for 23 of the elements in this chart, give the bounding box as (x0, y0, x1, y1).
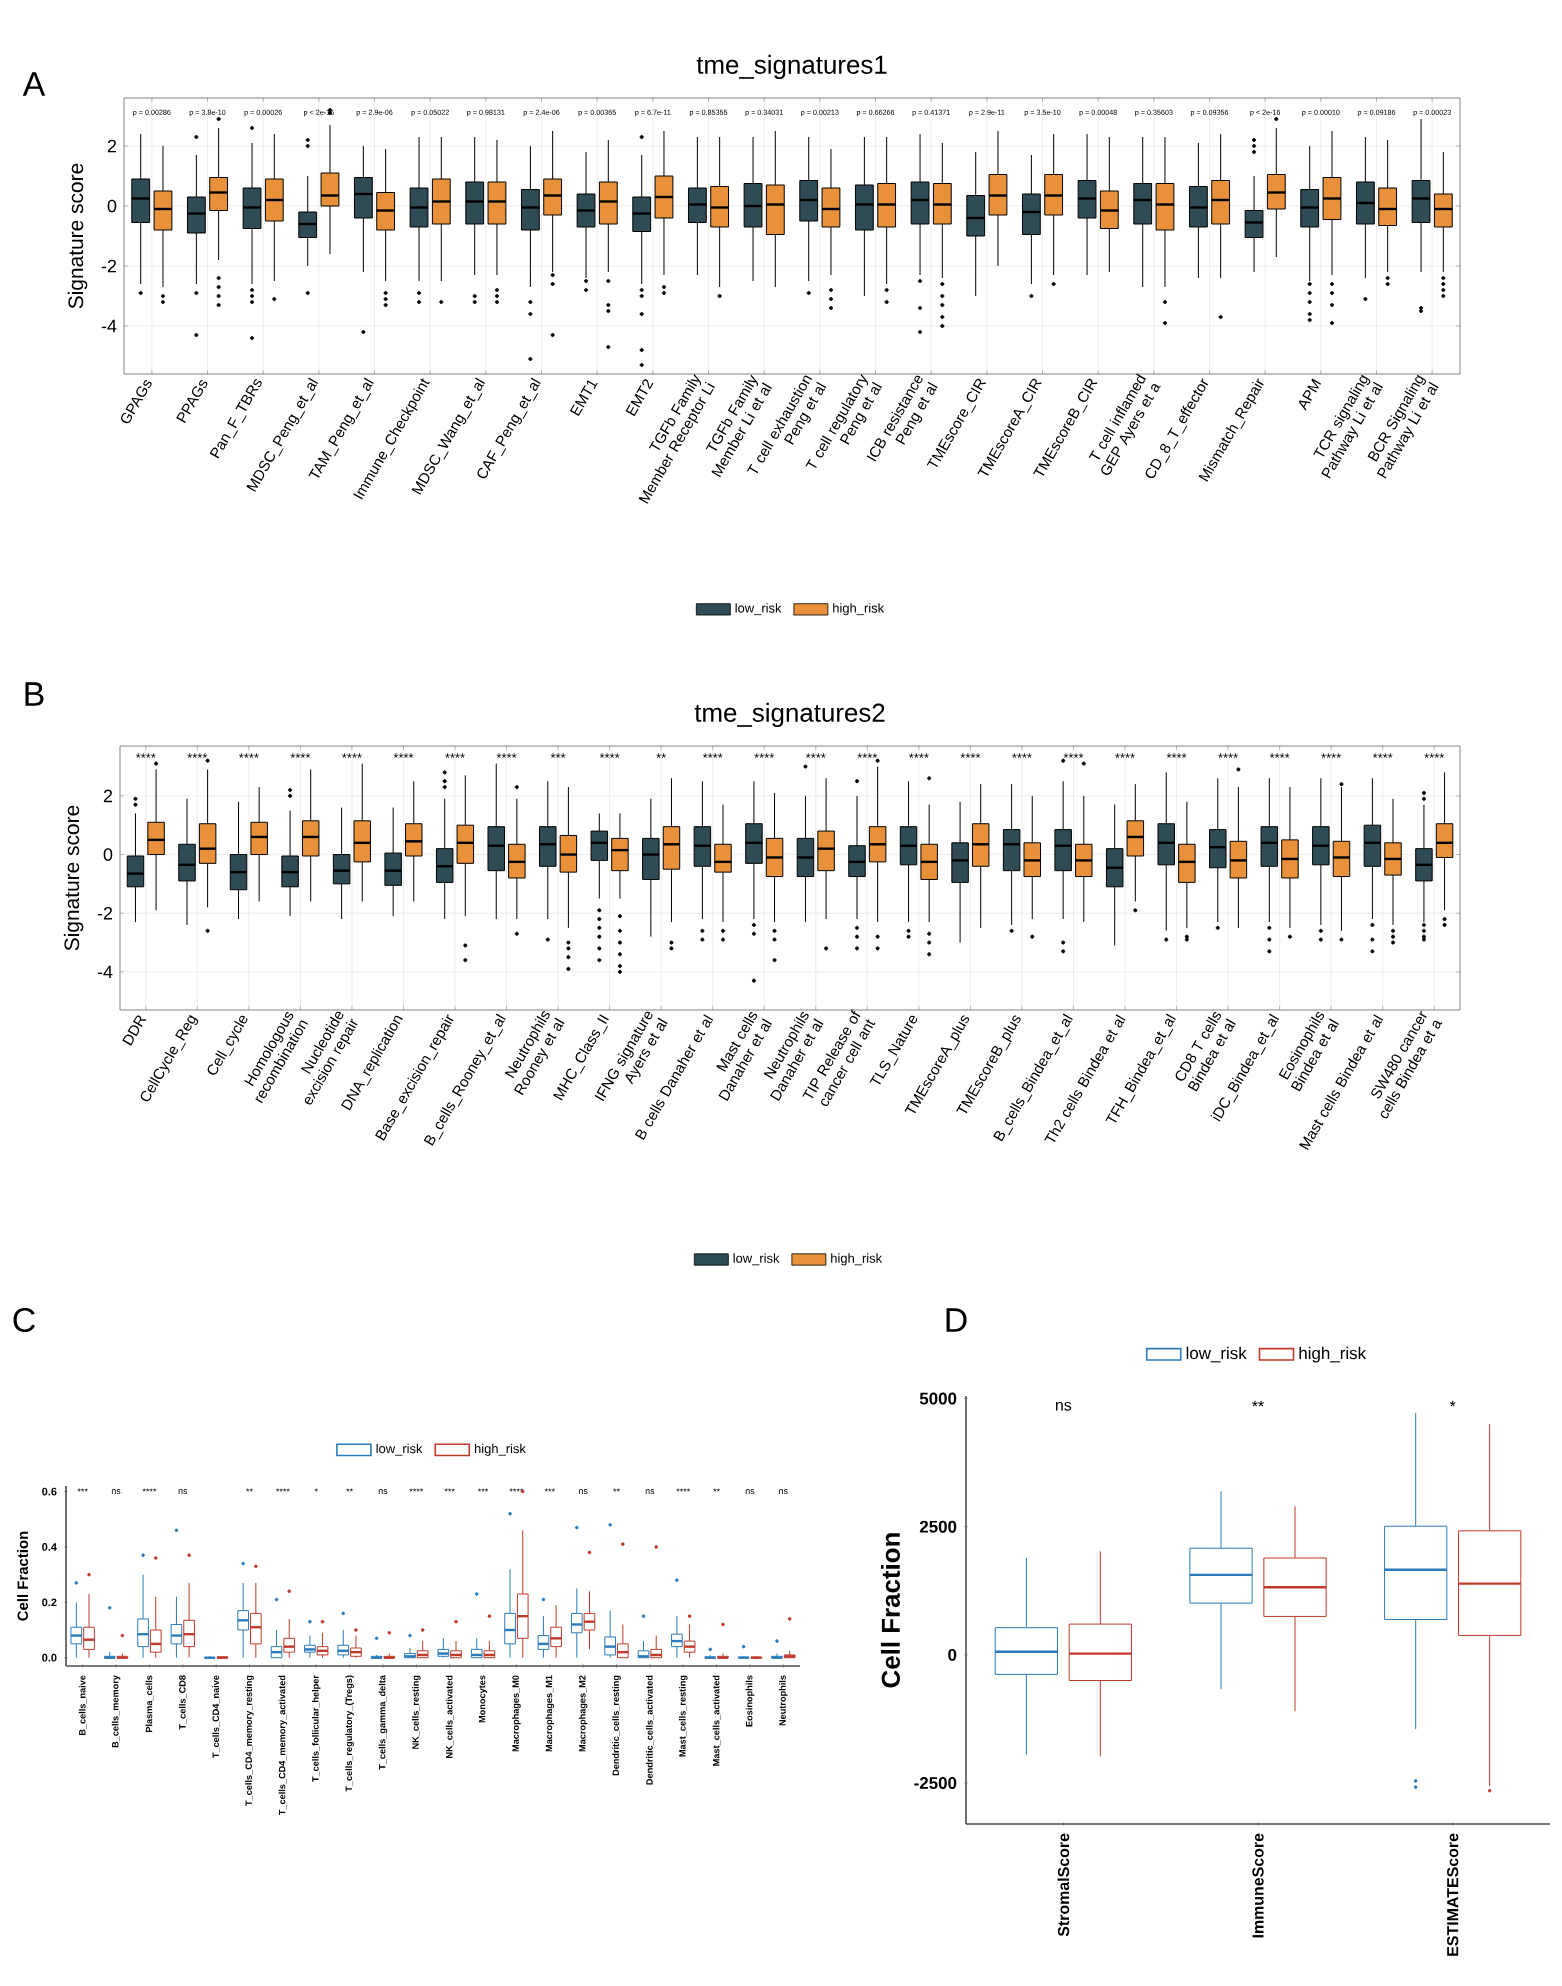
y-axis-title: Cell Fraction (880, 1533, 900, 1688)
y-tick-label: -2500 (914, 1777, 957, 1789)
y-tick-label: -2 (97, 906, 113, 920)
legend-label: low_risk (1186, 1346, 1247, 1363)
y-axis-title: Signature score (67, 163, 88, 309)
y-tick-label: -4 (101, 319, 117, 333)
y-tick-label: -2 (101, 259, 117, 273)
y-tick-label: 2500 (919, 1520, 957, 1533)
y-tick-label: 5000 (919, 1392, 957, 1405)
chart-title: tme_signatures2 (694, 702, 885, 728)
chart-title: tme_signatures1 (696, 54, 887, 80)
text: A (22, 72, 46, 96)
y-tick-label: 0 (103, 848, 113, 861)
y-tick-label: 2 (103, 789, 113, 803)
text: B (25, 682, 44, 706)
text: C (13, 1308, 35, 1333)
y-tick-label: 0 (107, 199, 117, 213)
y-axis-title: Signature score (63, 805, 84, 951)
text: D (946, 1308, 967, 1332)
y-tick-label: 2 (107, 139, 117, 153)
legend-label: high_risk (1299, 1346, 1367, 1363)
y-tick-label: -4 (97, 965, 113, 979)
y-tick-label: 0 (948, 1648, 957, 1661)
